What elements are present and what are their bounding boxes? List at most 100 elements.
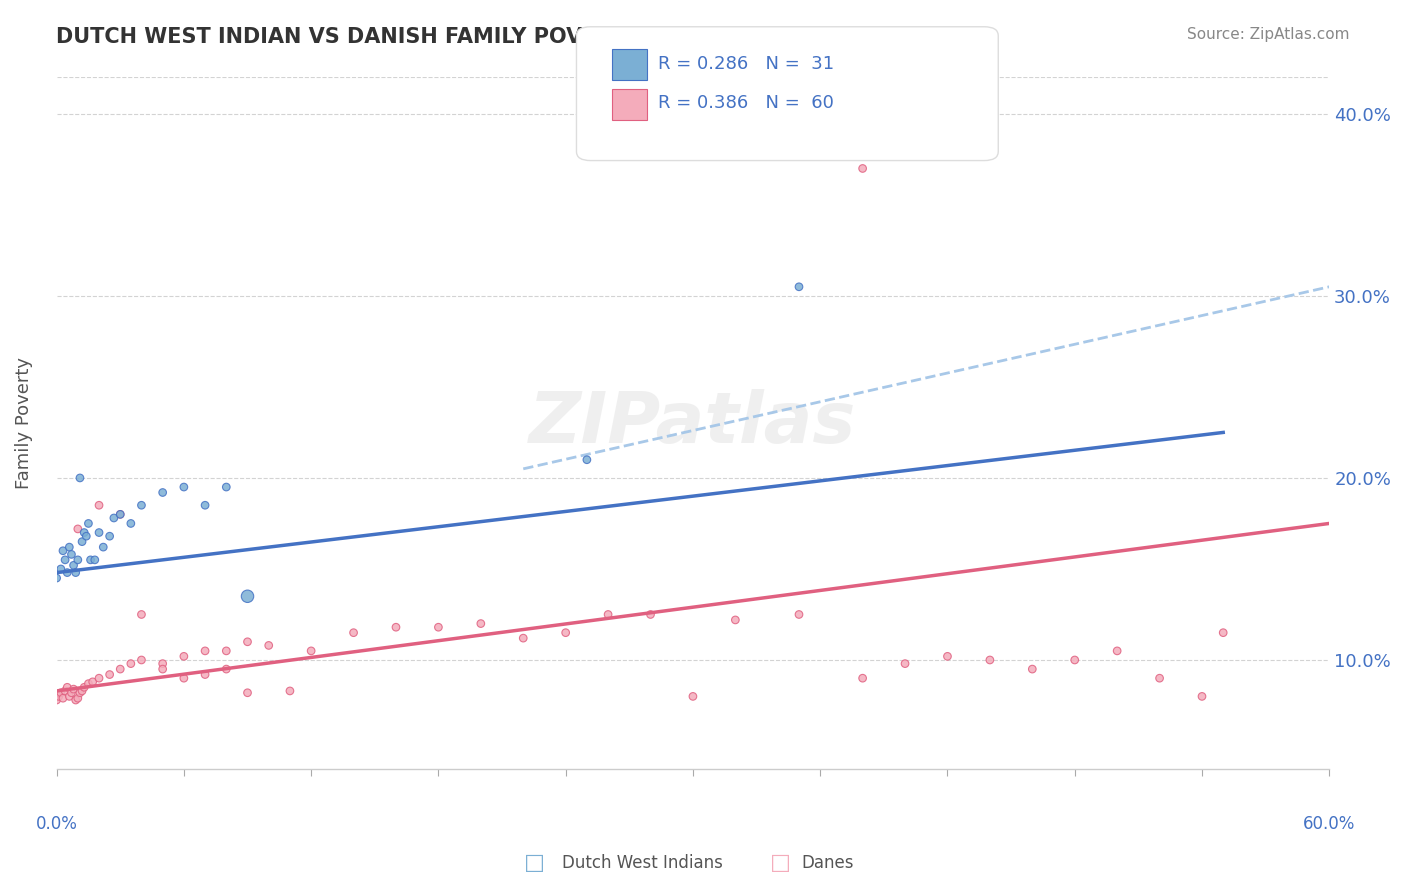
Point — [49, 562, 72, 576]
Point — [342, 625, 364, 640]
Point — [69, 471, 91, 485]
Point — [427, 620, 450, 634]
Point — [1107, 644, 1129, 658]
Point — [98, 529, 121, 543]
Point — [194, 644, 217, 658]
Point — [936, 649, 959, 664]
Point — [1021, 662, 1043, 676]
Point — [215, 480, 238, 494]
Point — [194, 498, 217, 512]
Point — [724, 613, 747, 627]
Text: 60.0%: 60.0% — [1303, 814, 1355, 833]
Point — [852, 671, 875, 685]
Point — [70, 534, 93, 549]
Point — [58, 540, 80, 554]
Point — [66, 691, 89, 706]
Point — [66, 522, 89, 536]
Point — [52, 543, 75, 558]
Text: 0.0%: 0.0% — [35, 814, 77, 833]
Point — [131, 607, 153, 622]
Point — [894, 657, 917, 671]
Point — [1063, 653, 1085, 667]
Point — [194, 667, 217, 681]
Point — [152, 657, 174, 671]
Point — [62, 682, 84, 697]
Point — [1149, 671, 1171, 685]
Text: R = 0.286   N =  31: R = 0.286 N = 31 — [658, 55, 834, 73]
Point — [65, 566, 87, 580]
Point — [1191, 690, 1213, 704]
Point — [69, 686, 91, 700]
Point — [512, 631, 534, 645]
Point — [682, 690, 704, 704]
Point — [596, 607, 619, 622]
Point — [45, 571, 67, 585]
Point — [56, 566, 79, 580]
Point — [152, 485, 174, 500]
Point — [852, 161, 875, 176]
Point — [52, 691, 75, 706]
Point — [48, 690, 70, 704]
Point — [787, 607, 810, 622]
Text: ZIPatlas: ZIPatlas — [529, 389, 856, 458]
Point — [110, 508, 132, 522]
Point — [1212, 625, 1234, 640]
Point — [98, 667, 121, 681]
Point — [53, 553, 76, 567]
Point — [215, 644, 238, 658]
Point — [236, 686, 259, 700]
Text: DUTCH WEST INDIAN VS DANISH FAMILY POVERTY CORRELATION CHART: DUTCH WEST INDIAN VS DANISH FAMILY POVER… — [56, 27, 897, 46]
Point — [58, 690, 80, 704]
Point — [70, 684, 93, 698]
Point — [65, 693, 87, 707]
Point — [257, 639, 280, 653]
Point — [73, 525, 96, 540]
Point — [173, 480, 195, 494]
Point — [173, 671, 195, 685]
Point — [75, 529, 97, 543]
Point — [640, 607, 662, 622]
Point — [979, 653, 1001, 667]
Text: □: □ — [524, 854, 544, 873]
Point — [62, 558, 84, 573]
Point — [49, 686, 72, 700]
Text: □: □ — [770, 854, 790, 873]
Point — [73, 681, 96, 695]
Point — [236, 634, 259, 648]
Point — [575, 452, 598, 467]
Point — [60, 548, 83, 562]
Point — [87, 498, 110, 512]
Point — [82, 674, 104, 689]
Point — [554, 625, 576, 640]
Point — [103, 511, 125, 525]
Point — [110, 508, 132, 522]
Point — [87, 525, 110, 540]
Point — [77, 516, 100, 531]
Point — [77, 676, 100, 690]
Point — [278, 684, 301, 698]
Point — [152, 662, 174, 676]
Point — [53, 684, 76, 698]
Point — [60, 686, 83, 700]
Point — [173, 649, 195, 664]
Point — [79, 553, 101, 567]
Point — [45, 693, 67, 707]
Text: R = 0.386   N =  60: R = 0.386 N = 60 — [658, 95, 834, 112]
Point — [110, 662, 132, 676]
Point — [470, 616, 492, 631]
Point — [299, 644, 322, 658]
Text: Danes: Danes — [801, 855, 853, 872]
Point — [120, 516, 142, 531]
Text: Dutch West Indians: Dutch West Indians — [562, 855, 723, 872]
Point — [83, 553, 105, 567]
Point — [66, 553, 89, 567]
Text: Source: ZipAtlas.com: Source: ZipAtlas.com — [1187, 27, 1350, 42]
Point — [787, 280, 810, 294]
Y-axis label: Family Poverty: Family Poverty — [15, 358, 32, 490]
Point — [131, 653, 153, 667]
Point — [215, 662, 238, 676]
Point — [56, 681, 79, 695]
Point — [131, 498, 153, 512]
Point — [87, 671, 110, 685]
Point — [236, 589, 259, 603]
